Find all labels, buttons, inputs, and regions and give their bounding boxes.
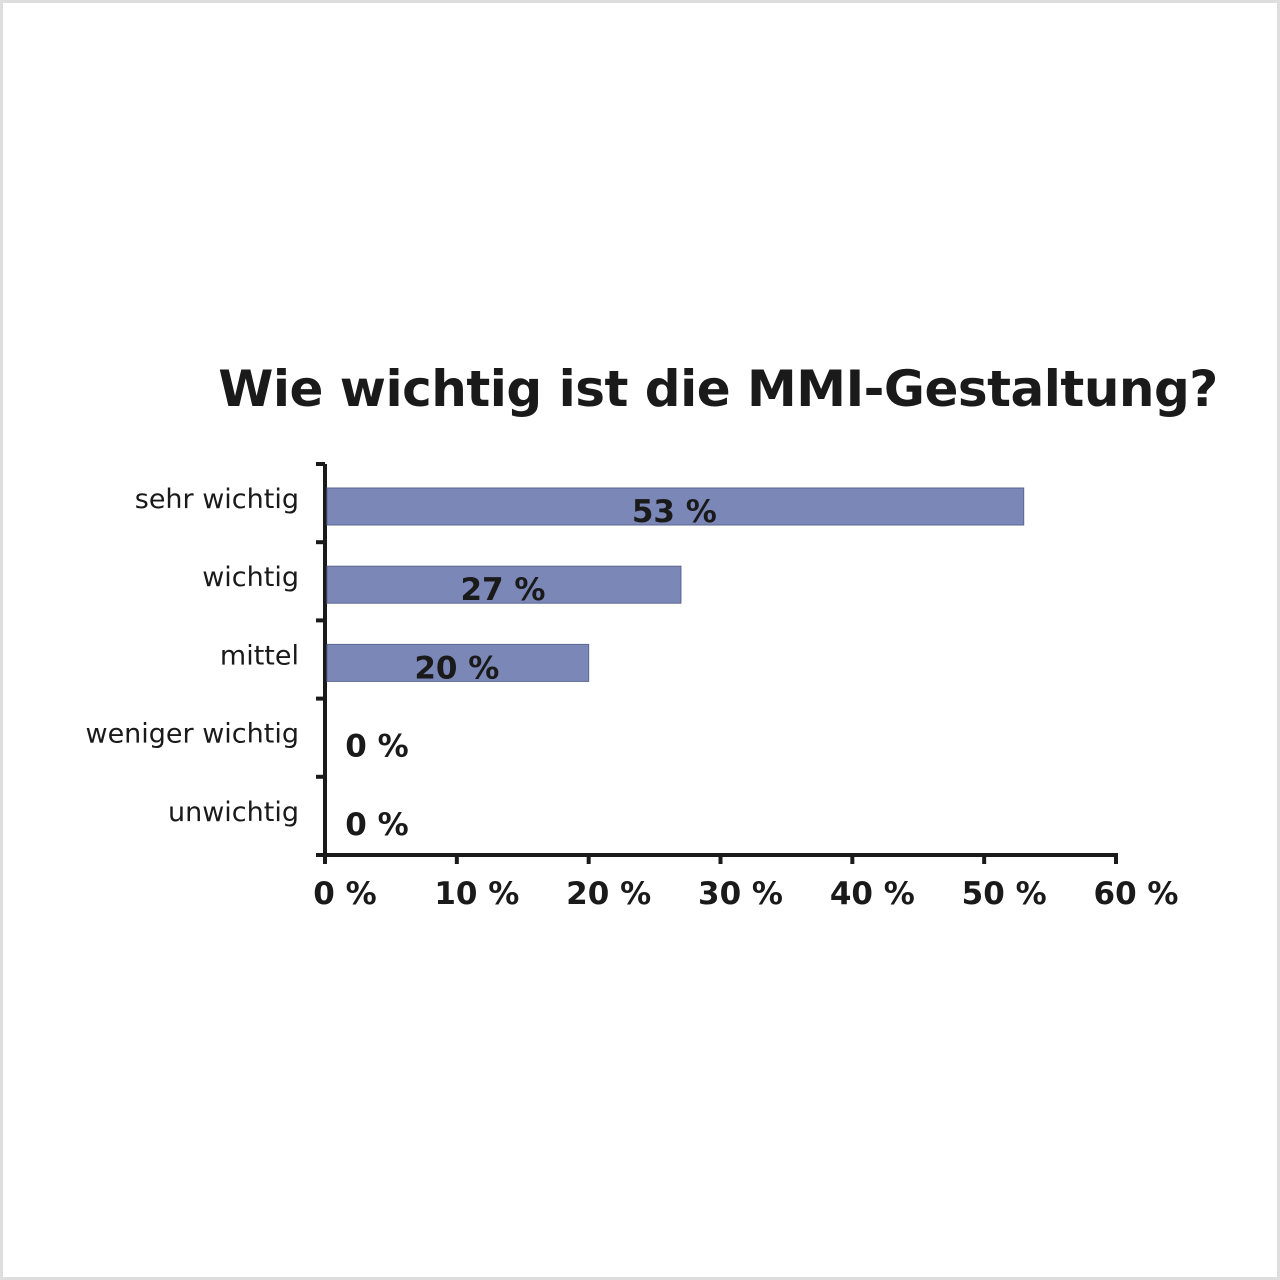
category-label: weniger wichtig [85, 719, 299, 750]
x-tick-label: 60 % [1094, 876, 1179, 912]
data-label: 53 % [632, 494, 717, 530]
data-label: 0 % [345, 729, 408, 765]
bar [326, 565, 682, 604]
bar [326, 643, 590, 682]
category-label: mittel [220, 640, 299, 671]
x-tick-label: 40 % [830, 876, 915, 912]
x-tick-label: 20 % [566, 876, 651, 912]
data-label: 0 % [345, 807, 408, 843]
category-label: unwichtig [168, 797, 299, 828]
chart-title: Wie wichtig ist die MMI-Gestaltung? [218, 360, 1218, 418]
chart-labels: 0 % 10 % 20 % 30 % 40 % 50 % 60 % sehr wichtig 5… [85, 484, 1178, 912]
bar [326, 487, 1025, 526]
category-label: sehr wichtig [135, 484, 299, 515]
chart-bars [326, 487, 1025, 682]
chart-axes [316, 462, 1118, 864]
x-tick-label: 10 % [434, 876, 519, 912]
data-label: 27 % [460, 572, 545, 608]
x-tick-label: 30 % [698, 876, 783, 912]
x-tick-label: 50 % [962, 876, 1047, 912]
x-tick-label: 0 % [313, 876, 376, 912]
data-label: 20 % [414, 650, 499, 686]
category-label: wichtig [202, 562, 299, 593]
